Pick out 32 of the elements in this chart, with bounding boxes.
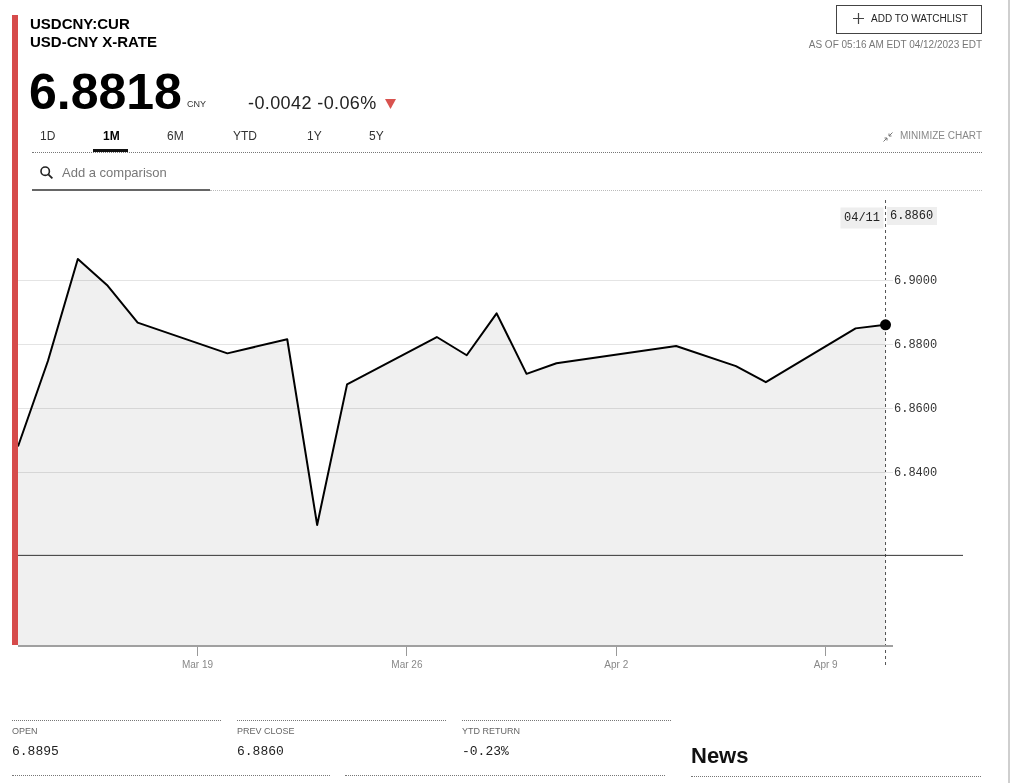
text: ADD TO WATCHLIST — [871, 13, 968, 24]
text: 6.8895 — [12, 744, 59, 759]
ref-line-label: 04/11 — [844, 211, 881, 225]
y-tick-label: 6.8400 — [894, 466, 938, 481]
text: YTD — [233, 129, 257, 143]
x-tick-label: Mar 26 — [391, 659, 423, 670]
text: 6.8860 — [237, 744, 284, 759]
text: 6.8818 — [29, 64, 182, 120]
text: PREV CLOSE — [237, 726, 295, 736]
y-tick-label: 6.9000 — [894, 274, 938, 289]
text: News — [691, 743, 749, 768]
x-tick-label: Mar 19 — [181, 659, 214, 670]
y-tick-label: 6.8600 — [894, 402, 938, 417]
text: -0.23% — [462, 744, 509, 759]
text: YTD RETURN — [462, 726, 520, 736]
text: 1Y — [307, 129, 322, 143]
text: -0.0042 -0.06% — [248, 93, 377, 113]
text: 5Y — [369, 129, 384, 143]
chart-subtitle: USD-CNY X-RATE — [30, 33, 157, 50]
chart-title: USDCNY:CUR — [30, 15, 130, 32]
text: AS OF 05:16 AM EDT 04/12/2023 EDT — [808, 39, 982, 50]
x-tick-label: Apr 2 — [604, 659, 629, 670]
annotation: 6.8860 — [887, 207, 938, 225]
text: 6M — [167, 129, 184, 143]
x-tick-label: Apr 9 — [813, 659, 839, 670]
text: MINIMIZE CHART — [899, 130, 982, 141]
text: CNY — [187, 99, 207, 109]
text: 1M — [103, 129, 120, 143]
text: OPEN — [12, 726, 38, 736]
text: 1D — [40, 129, 56, 143]
text: Add a comparison — [62, 165, 167, 180]
y-tick-label: 6.8800 — [894, 338, 938, 353]
